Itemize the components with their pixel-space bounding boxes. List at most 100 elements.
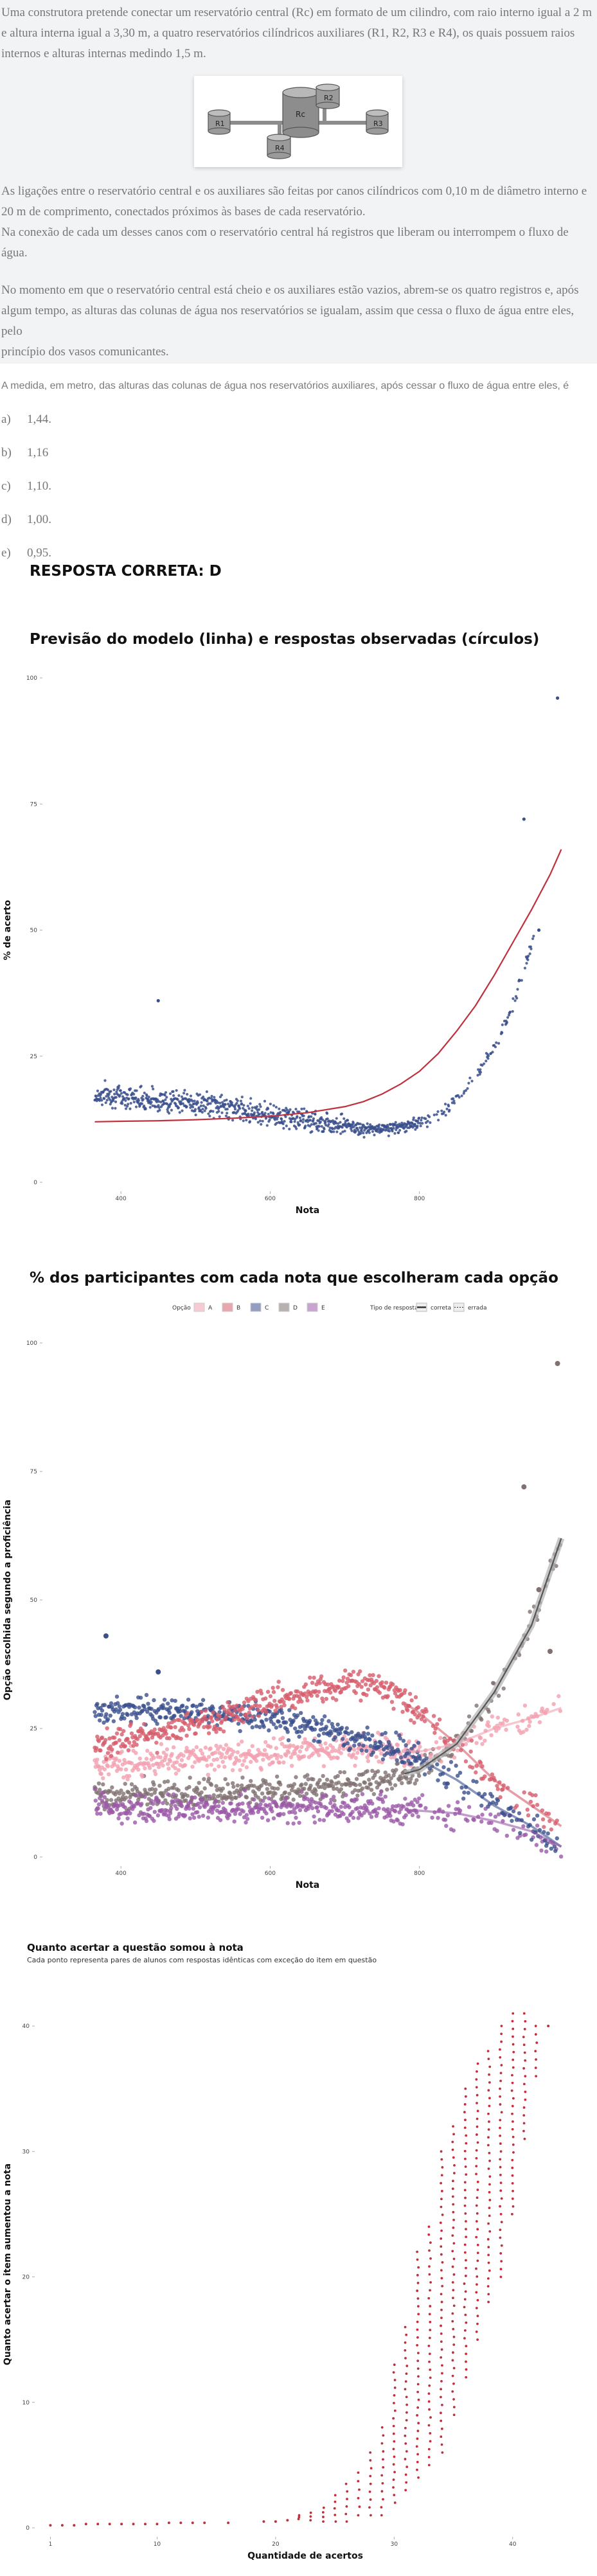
- chart2-point-a: [501, 1721, 505, 1726]
- chart3-point: [369, 2498, 372, 2501]
- chart1-observed-point: [129, 1107, 132, 1110]
- chart2-point-d: [323, 1786, 327, 1790]
- chart1-observed-point: [248, 1120, 252, 1123]
- chart3-point: [476, 2062, 479, 2065]
- chart1-ytick-label: 0: [33, 1180, 37, 1186]
- chart2-point-a: [238, 1768, 242, 1772]
- chart2-point-e: [132, 1804, 137, 1809]
- chart2-point-a: [123, 1767, 129, 1772]
- chart1-observed-point: [144, 1107, 147, 1111]
- chart1-observed-point: [251, 1106, 254, 1109]
- chart1-observed-point: [376, 1130, 379, 1133]
- chart2-point-a: [353, 1763, 357, 1768]
- chart2-point-a: [486, 1724, 491, 1728]
- chart2-point-b: [163, 1728, 168, 1733]
- chart2-point-a: [259, 1767, 264, 1772]
- chart2-point-e: [472, 1818, 476, 1822]
- chart3-point: [405, 2419, 408, 2422]
- chart2-point-d: [229, 1797, 235, 1801]
- chart2-point-b: [495, 1787, 500, 1791]
- chart3-point: [405, 2333, 408, 2336]
- chart2-point-e: [125, 1816, 130, 1821]
- chart3-point: [357, 2497, 360, 2500]
- chart3-point: [523, 2028, 526, 2030]
- chart3-point: [511, 2174, 514, 2177]
- chart2-point-d: [172, 1782, 177, 1787]
- chart1-observed-point: [464, 1089, 468, 1092]
- chart2-ytick-label: 0: [33, 1854, 37, 1861]
- chart1-observed-point: [162, 1099, 165, 1103]
- chart2-point-a: [114, 1756, 118, 1761]
- chart2-point-d: [335, 1786, 339, 1791]
- chart2-point-b: [424, 1709, 429, 1714]
- chart2-point-a: [318, 1743, 323, 1747]
- chart2-point-d: [393, 1783, 398, 1788]
- chart2-point-c: [326, 1719, 331, 1723]
- chart3-point: [96, 2523, 100, 2526]
- chart2-point-e: [391, 1819, 396, 1824]
- chart1-observed-point: [206, 1099, 209, 1103]
- chart3-point: [465, 2173, 468, 2176]
- chart3-point: [417, 2476, 420, 2479]
- alternative-e[interactable]: e) 0,95.: [1, 546, 51, 560]
- chart3-point: [475, 2307, 478, 2309]
- chart1-observed-point: [178, 1111, 181, 1114]
- chart1-observed-point: [236, 1109, 240, 1112]
- chart2-point-d: [105, 1798, 109, 1802]
- chart3-point: [464, 2087, 467, 2090]
- chart2-point-b: [384, 1680, 389, 1685]
- chart1-observed-point: [193, 1099, 196, 1103]
- chart2-point-a: [240, 1763, 245, 1767]
- chart3-point: [429, 2376, 432, 2379]
- alternative-a[interactable]: a) 1,44.: [1, 413, 51, 427]
- alternative-d[interactable]: d) 1,00.: [1, 513, 51, 527]
- chart2-point-b: [105, 1751, 111, 1755]
- chart3-point: [522, 2012, 526, 2015]
- chart2-point-c: [191, 1703, 196, 1708]
- chart2-point-a: [247, 1748, 251, 1754]
- chart2-point-d: [338, 1770, 343, 1775]
- chart2-point-d: [123, 1781, 127, 1786]
- chart2-point-c: [474, 1779, 479, 1784]
- chart2-point-b: [463, 1759, 468, 1764]
- chart1-observed-point: [302, 1114, 305, 1117]
- chart2-point-a: [176, 1768, 181, 1773]
- chart2-point-a: [184, 1746, 189, 1750]
- chart2-point-e: [236, 1807, 241, 1811]
- chart2-point-e: [451, 1828, 456, 1833]
- reservoir-diagram: R1 R3 Rc R2: [208, 84, 389, 159]
- chart3-point: [416, 2328, 419, 2331]
- chart2-point-c: [156, 1707, 161, 1711]
- chart2-point-d: [129, 1782, 134, 1787]
- chart2-point-a: [351, 1752, 356, 1757]
- question-line: As ligações entre o reservatório central…: [1, 184, 587, 198]
- chart3-point: [534, 2033, 537, 2036]
- chart2-point-c: [319, 1721, 324, 1726]
- chart2-point-e: [258, 1802, 263, 1807]
- chart2-point-e: [489, 1820, 494, 1825]
- alternative-b[interactable]: b) 1,16: [1, 446, 48, 460]
- chart3-point: [463, 2305, 466, 2309]
- chart1-observed-point: [259, 1105, 262, 1108]
- chart3-point: [488, 2151, 491, 2154]
- chart2-point-a: [321, 1764, 326, 1768]
- chart1-observed-point: [289, 1108, 292, 1111]
- chart2-point-d: [360, 1786, 365, 1791]
- chart2-point-c: [424, 1756, 429, 1761]
- chart1-observed-point: [263, 1099, 267, 1103]
- chart2-point-b: [131, 1743, 136, 1748]
- chart2-point-a: [418, 1745, 422, 1749]
- chart2-point-d: [108, 1789, 112, 1793]
- chart3-point: [499, 2103, 502, 2106]
- chart2-point-e: [205, 1802, 209, 1807]
- chart3-ytick-label: 40: [22, 2023, 30, 2030]
- chart2-point-d: [355, 1793, 360, 1798]
- chart3-point: [451, 2195, 454, 2198]
- chart2-point-a: [244, 1765, 249, 1770]
- chart2-point-e: [397, 1810, 402, 1815]
- chart3-point: [465, 2360, 467, 2363]
- chart2-point-d: [298, 1793, 303, 1799]
- chart2-point-a: [516, 1712, 521, 1717]
- alternative-c[interactable]: c) 1,10.: [1, 479, 51, 493]
- chart2-ytick-label: 75: [30, 1469, 37, 1475]
